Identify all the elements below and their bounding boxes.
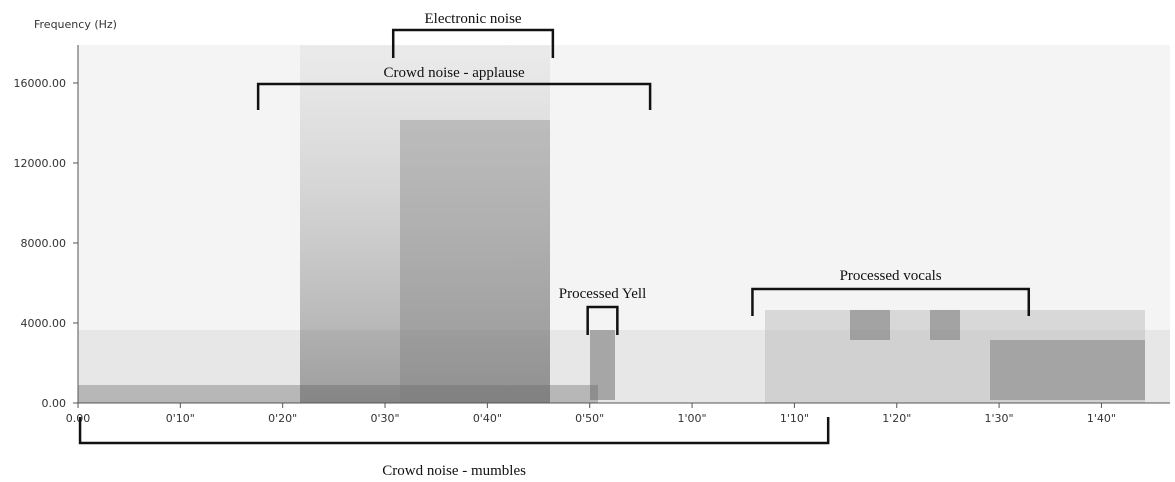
x-tick-label: 1'20"	[882, 412, 911, 425]
annotation-bracket	[78, 417, 830, 445]
y-tick-label: 8000.00	[21, 237, 67, 250]
y-tick-label: 4000.00	[21, 317, 67, 330]
annotation-label: Processed vocals	[840, 268, 942, 284]
x-tick-label: 0'10"	[166, 412, 195, 425]
x-tick-label: 1'10"	[780, 412, 809, 425]
y-axis-label: Frequency (Hz)	[34, 18, 117, 31]
x-tick-label: 0'50"	[575, 412, 604, 425]
x-tick-label: 0.00	[66, 412, 91, 425]
x-tick-label: 1'40"	[1087, 412, 1116, 425]
annotation-bracket	[391, 28, 555, 58]
y-tick-label: 0.00	[42, 397, 67, 410]
annotation-label: Crowd noise - mumbles	[382, 463, 526, 479]
x-tick-label: 1'30"	[985, 412, 1014, 425]
annotation-label: Processed Yell	[559, 286, 647, 302]
y-tick-label: 12000.00	[14, 157, 67, 170]
x-tick-label: 1'00"	[678, 412, 707, 425]
annotation-label: Electronic noise	[425, 11, 522, 27]
y-tick-label: 16000.00	[14, 77, 67, 90]
x-tick-label: 0'30"	[370, 412, 399, 425]
annotation-label: Crowd noise - applause	[384, 65, 526, 81]
annotation-bracket	[586, 305, 619, 335]
spectrogram-texture	[78, 45, 1170, 403]
x-tick-label: 0'20"	[268, 412, 297, 425]
x-tick-label: 0'40"	[473, 412, 502, 425]
annotation-bracket	[256, 82, 652, 110]
annotation-bracket	[751, 287, 1031, 316]
